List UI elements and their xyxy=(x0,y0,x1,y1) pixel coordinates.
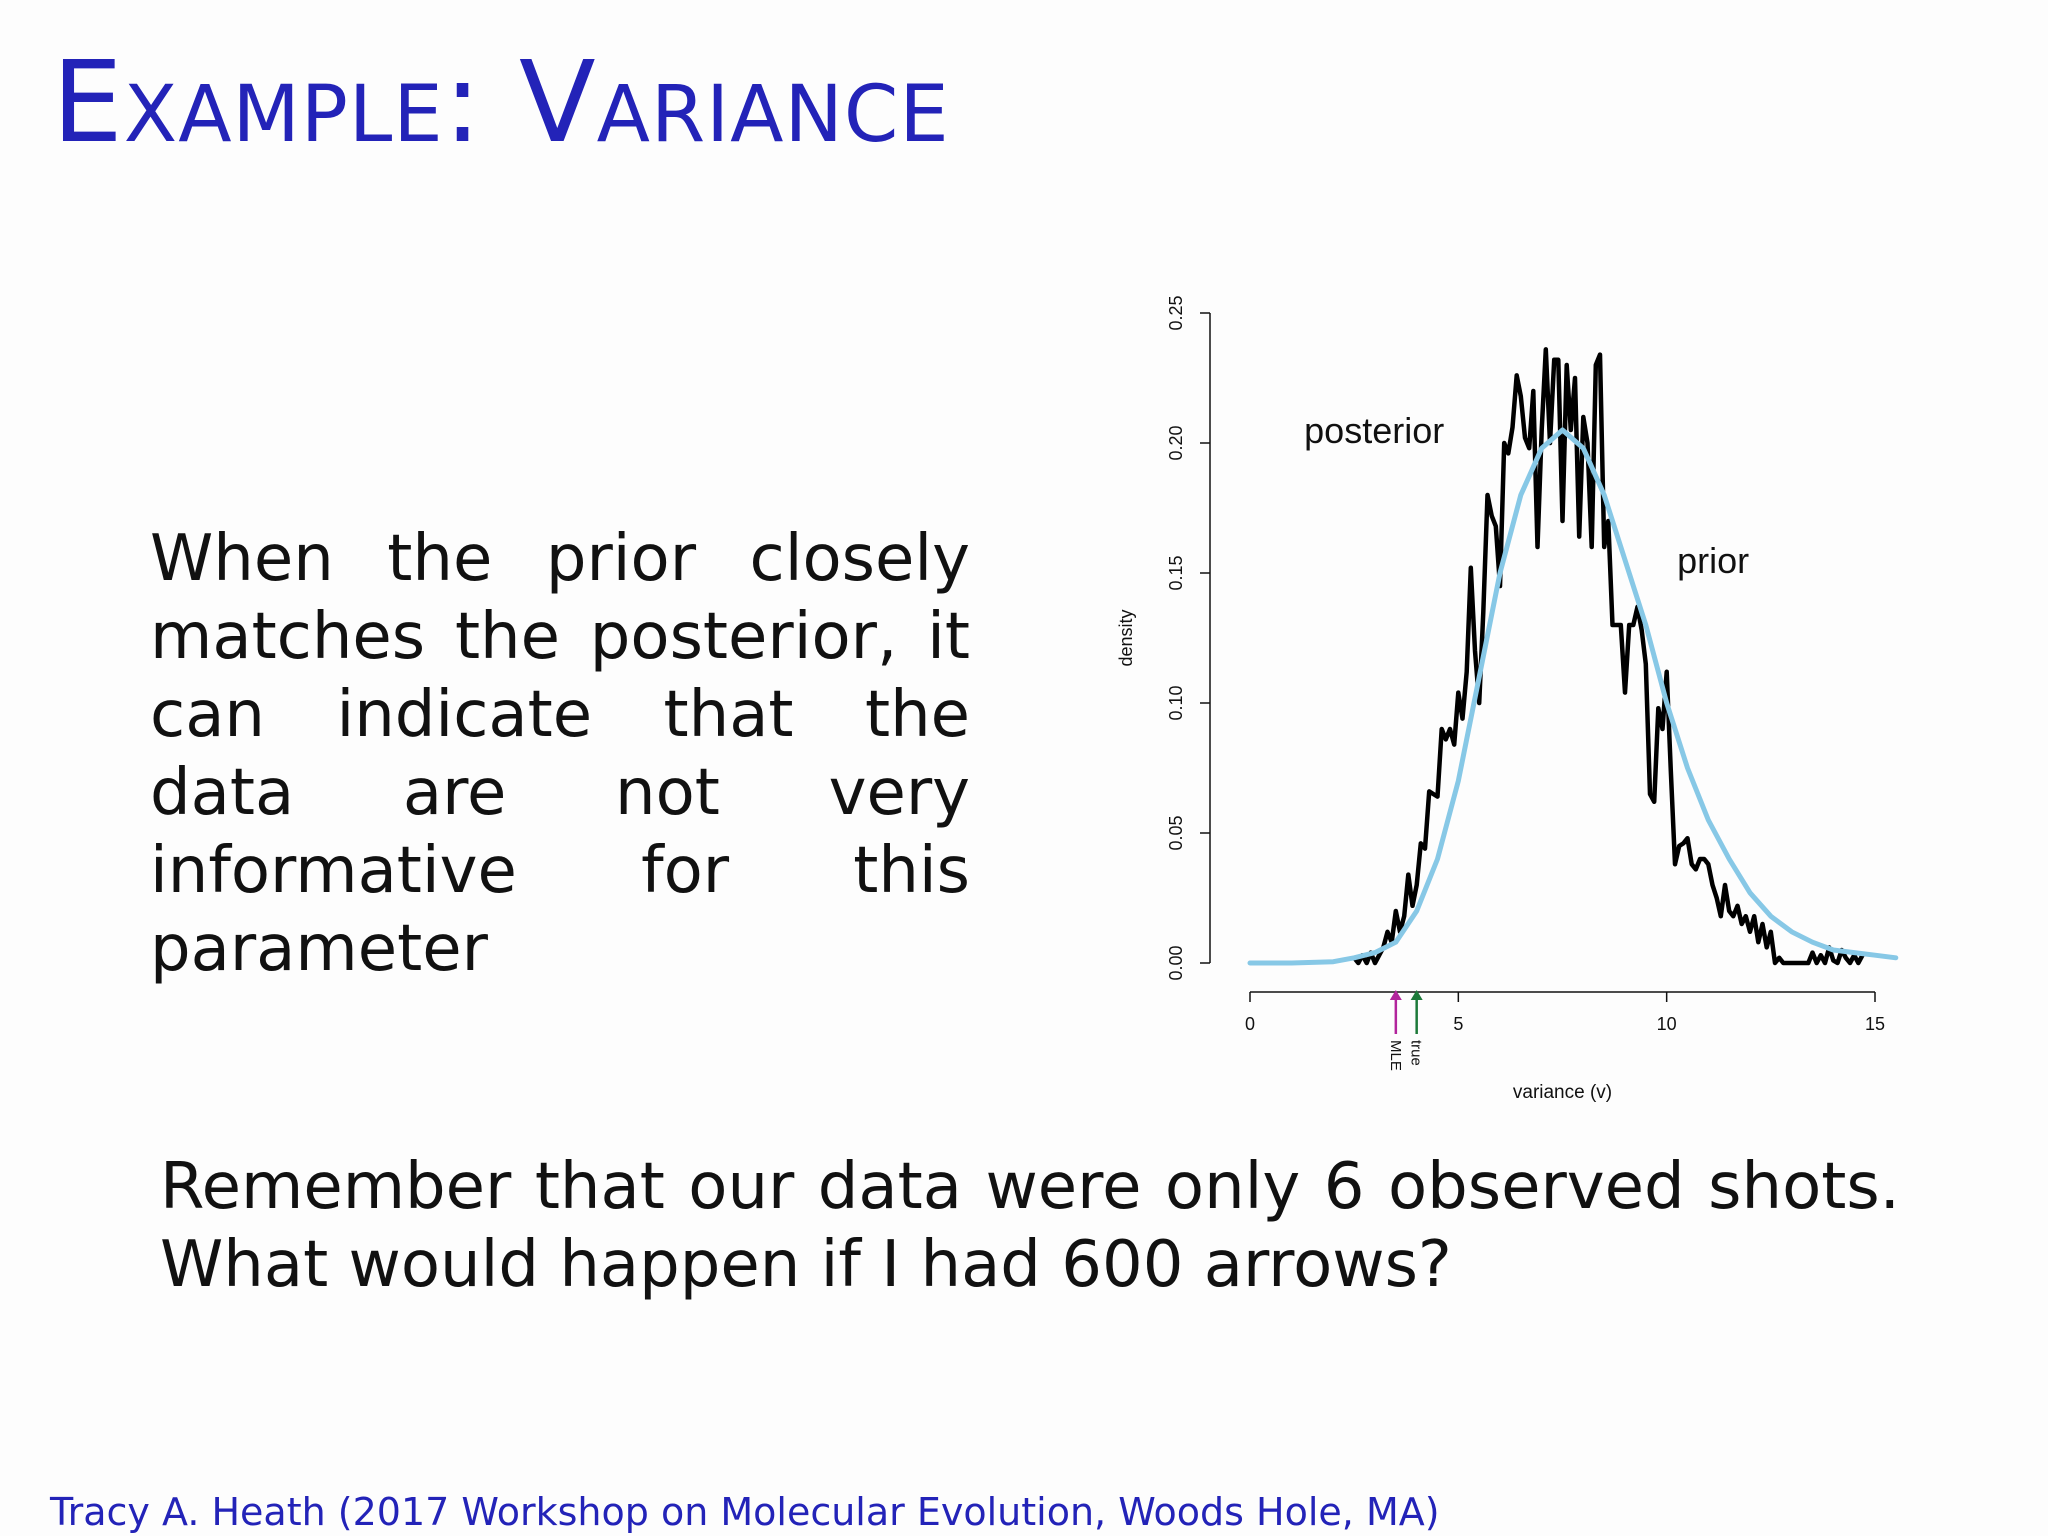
y-tick-label: 0.20 xyxy=(1166,425,1186,460)
mle-marker-label: MLE xyxy=(1387,1040,1404,1071)
x-tick-label: 10 xyxy=(1657,1014,1677,1034)
y-tick-label: 0.25 xyxy=(1166,295,1186,330)
true-marker-label: true xyxy=(1408,1040,1425,1066)
left-paragraph: When the prior closely matches the poste… xyxy=(150,522,970,986)
x-tick-label: 5 xyxy=(1453,1014,1463,1034)
y-tick-label: 0.10 xyxy=(1166,685,1186,720)
slide-title: Example: Variance xyxy=(52,38,950,168)
density-chart: 0.00 0.05 0.10 0.15 0.20 0.25 density 0 5 10 15 var… xyxy=(1116,295,1899,1103)
footer-credit: Tracy A. Heath (2017 Workshop on Molecul… xyxy=(50,1490,1440,1534)
posterior-annotation: posterior xyxy=(1304,410,1444,451)
posterior-series-line xyxy=(1351,347,1865,966)
y-tick-label: 0.00 xyxy=(1166,945,1186,980)
x-axis-label: variance (v) xyxy=(1513,1082,1612,1103)
plot-area: 0.00 0.05 0.10 0.15 0.20 0.25 density 0 5 10 15 var… xyxy=(1116,295,1899,1103)
mle-arrow-head xyxy=(1389,990,1402,1000)
y-tick-label: 0.15 xyxy=(1166,555,1186,590)
prior-series-line xyxy=(1247,427,1899,966)
prior-annotation: prior xyxy=(1677,540,1749,581)
bottom-paragraph: Remember that our data were only 6 obser… xyxy=(160,1150,1900,1302)
x-tick-label: 0 xyxy=(1245,1014,1255,1034)
y-axis-label: density xyxy=(1116,609,1136,666)
true-arrow-head xyxy=(1410,990,1423,1000)
x-tick-label: 15 xyxy=(1865,1014,1885,1034)
y-tick-label: 0.05 xyxy=(1166,815,1186,850)
